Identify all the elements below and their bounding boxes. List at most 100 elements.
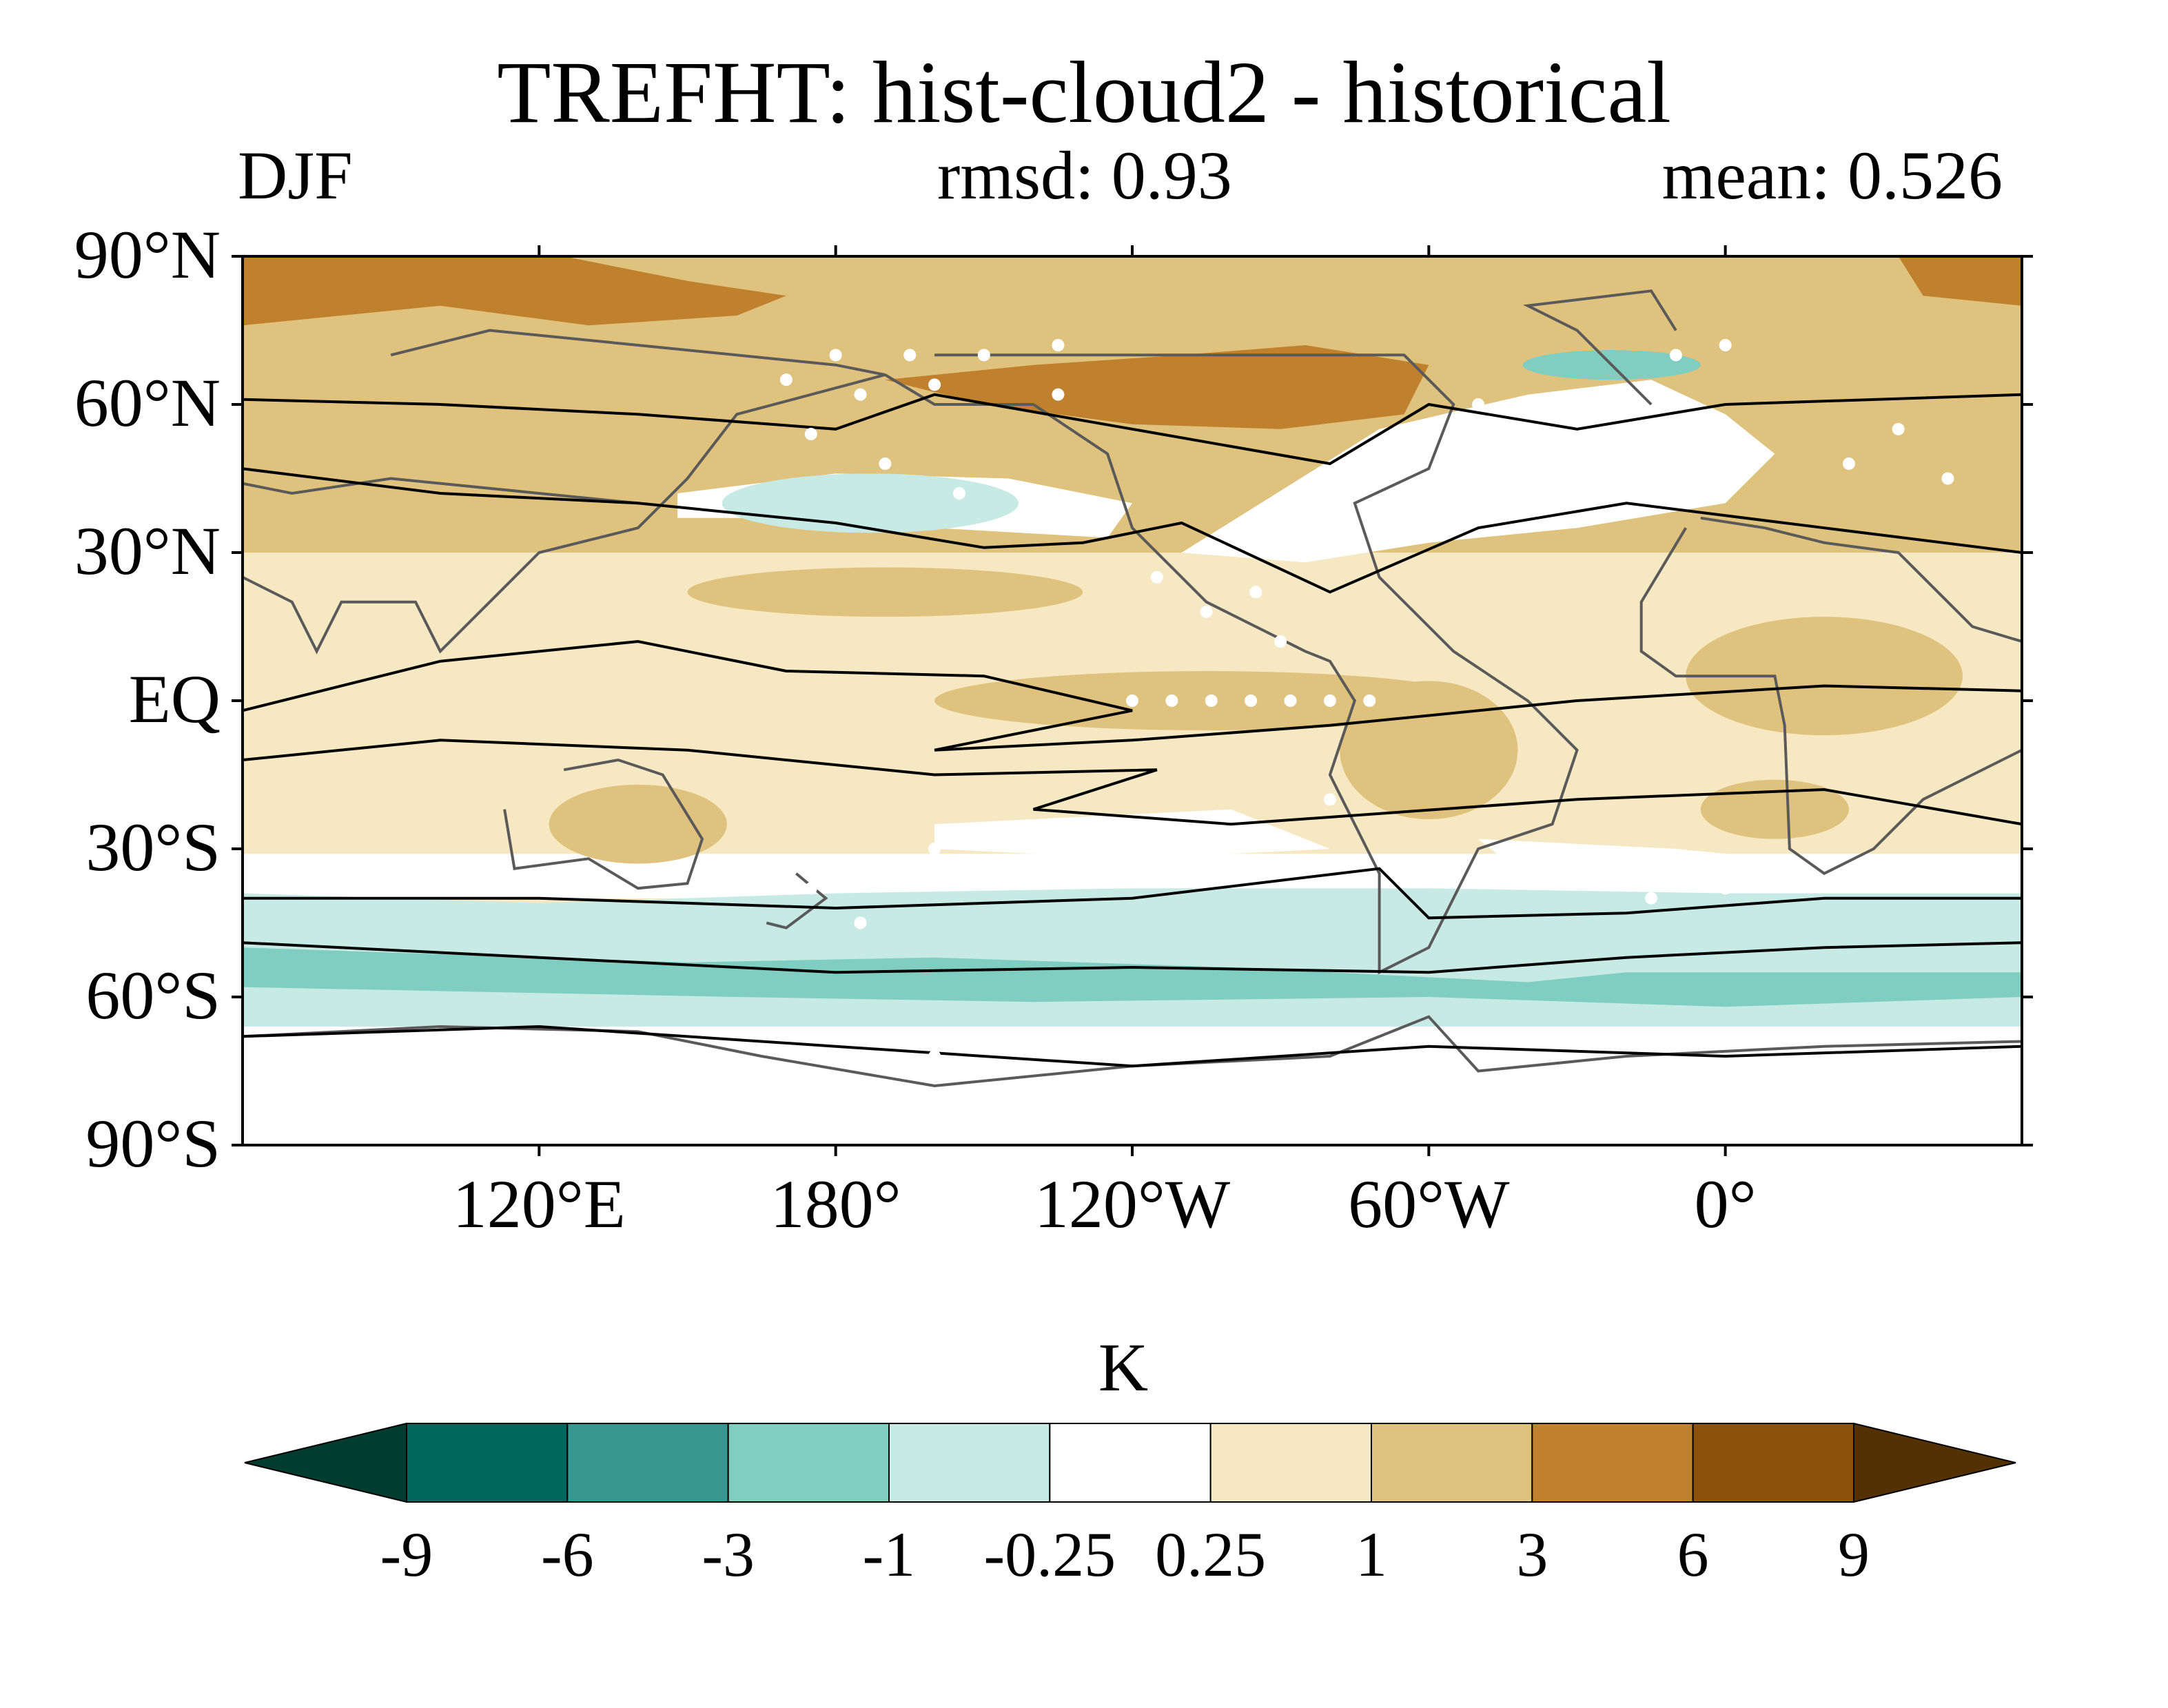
colorbar-bin-0 bbox=[406, 1423, 569, 1503]
stipple-dot-37 bbox=[1472, 398, 1485, 411]
lon-label-1: 180° bbox=[770, 1166, 901, 1242]
field-asia-warm bbox=[243, 429, 737, 553]
axis-ticks bbox=[232, 245, 2033, 1156]
stipple-dot-36 bbox=[1422, 422, 1435, 435]
climatology-contour-0 bbox=[243, 393, 2022, 466]
colorbar-label-4: -0.25 bbox=[983, 1519, 1116, 1589]
field-arctic-east-warm bbox=[1898, 256, 2022, 306]
lat-label-6: 90°S bbox=[85, 1105, 221, 1182]
colorbar-label-7: 3 bbox=[1516, 1519, 1548, 1589]
colorbar-bin-5 bbox=[1209, 1423, 1372, 1503]
stipple-dot-29 bbox=[879, 872, 892, 885]
colorbar-bin-8 bbox=[1692, 1423, 1855, 1503]
colorbar-bin-2 bbox=[727, 1423, 890, 1503]
colorbar bbox=[244, 1422, 2016, 1503]
stipple-dot-1 bbox=[903, 349, 917, 362]
colorbar-label-2: -3 bbox=[702, 1519, 755, 1589]
stipple-dot-42 bbox=[1941, 472, 1954, 485]
field-spac-white bbox=[934, 809, 1330, 859]
colorbar-label-5: 0.25 bbox=[1155, 1519, 1267, 1589]
field-satl-white bbox=[1478, 838, 1825, 889]
climatology-contour-3 bbox=[243, 739, 2022, 826]
colorbar-extend-high bbox=[1853, 1422, 2016, 1503]
stipple-dot-3 bbox=[1052, 339, 1065, 351]
stipple-dot-9 bbox=[879, 457, 892, 470]
stipple-dot-39 bbox=[1571, 408, 1584, 421]
coastline-2 bbox=[1522, 289, 1677, 406]
climatology-contour-1 bbox=[243, 467, 2022, 594]
colorbar-bin-7 bbox=[1531, 1423, 1694, 1503]
stipple-dot-20 bbox=[1323, 694, 1336, 707]
stipple-dot-40 bbox=[1842, 457, 1855, 470]
field-natl-white bbox=[1181, 380, 1775, 563]
stipple-dot-19 bbox=[1284, 694, 1297, 707]
stipple-dot-44 bbox=[1719, 339, 1732, 351]
stipple-dot-26 bbox=[1645, 892, 1658, 905]
stipple-dot-4 bbox=[779, 373, 792, 387]
colorbar-bin-3 bbox=[888, 1423, 1051, 1503]
stipple-dot-5 bbox=[854, 388, 867, 401]
lat-label-1: 60°N bbox=[74, 364, 221, 441]
stipple-dot-28 bbox=[854, 916, 867, 929]
climatology-contour-6 bbox=[243, 1025, 2022, 1068]
lon-label-2: 120°W bbox=[1034, 1166, 1231, 1242]
stipple-dot-23 bbox=[1669, 867, 1682, 880]
lat-label-5: 60°S bbox=[85, 957, 221, 1033]
lat-label-0: 90°N bbox=[74, 216, 221, 293]
stipple-dot-2 bbox=[977, 349, 990, 362]
stipple-dot-22 bbox=[1323, 793, 1336, 806]
stipple-dot-25 bbox=[1768, 867, 1781, 880]
season-label: DJF bbox=[238, 137, 353, 214]
colorbar-unit: K bbox=[1098, 1329, 1149, 1406]
stipple-dot-33 bbox=[879, 1060, 892, 1073]
field-band-cool bbox=[243, 947, 2022, 1007]
field-canada-warm bbox=[885, 345, 1429, 429]
stipple-dot-7 bbox=[1052, 388, 1065, 401]
plot-title: TREFHT: hist-cloud2 - historical bbox=[497, 43, 1671, 141]
stipple-dot-14 bbox=[1274, 635, 1287, 648]
stipple-dot-35 bbox=[977, 1060, 990, 1073]
stipple-dot-38 bbox=[1521, 447, 1534, 460]
coastline-8 bbox=[243, 477, 638, 505]
field-africa-warm bbox=[1686, 617, 1963, 736]
coastline-4 bbox=[1639, 527, 2022, 876]
coastline-0 bbox=[243, 329, 886, 655]
lon-label-0: 120°E bbox=[452, 1166, 626, 1242]
colorbar-label-9: 9 bbox=[1838, 1519, 1870, 1589]
colorbar-label-3: -1 bbox=[862, 1519, 916, 1589]
climatology-contour-4 bbox=[243, 867, 2022, 920]
stipple-dot-15 bbox=[1126, 694, 1138, 707]
stipple-dot-16 bbox=[1165, 694, 1178, 707]
lat-label-3: EQ bbox=[128, 661, 221, 737]
stipple-dot-17 bbox=[1205, 694, 1218, 707]
field-npac-cool bbox=[722, 473, 1019, 533]
lat-label-2: 30°N bbox=[74, 513, 221, 589]
stipple-dot-8 bbox=[804, 428, 817, 440]
stipple-dot-31 bbox=[977, 832, 990, 845]
stipple-dot-18 bbox=[1245, 694, 1258, 707]
colorbar-extend-low bbox=[244, 1422, 407, 1503]
stipple-dot-27 bbox=[804, 882, 817, 895]
coastline-1 bbox=[884, 353, 1579, 975]
field-samerica-warm bbox=[1340, 681, 1518, 819]
field-siberia-warm bbox=[243, 256, 786, 326]
stipple-dot-32 bbox=[829, 1050, 842, 1062]
field-trop-pac-warm bbox=[687, 567, 1083, 617]
rmsd-label: rmsd: 0.93 bbox=[937, 137, 1232, 214]
stipple-dot-43 bbox=[1669, 349, 1682, 362]
colorbar-label-0: -9 bbox=[380, 1519, 433, 1589]
stipple-dot-10 bbox=[952, 487, 965, 500]
coastline-3 bbox=[1700, 516, 2022, 643]
field-satl-warm bbox=[1700, 779, 1849, 839]
stipple-dot-6 bbox=[928, 378, 941, 391]
stipple-dot-24 bbox=[1719, 882, 1732, 895]
colorbar-label-6: 1 bbox=[1356, 1519, 1387, 1589]
stipple-dot-0 bbox=[829, 349, 842, 362]
map-field bbox=[243, 256, 2022, 1145]
lon-label-4: 0° bbox=[1694, 1166, 1757, 1242]
lat-label-4: 30°S bbox=[85, 809, 221, 885]
colorbar-label-8: 6 bbox=[1677, 1519, 1709, 1589]
stipple-dot-21 bbox=[1363, 694, 1376, 707]
colorbar-label-1: -6 bbox=[541, 1519, 594, 1589]
